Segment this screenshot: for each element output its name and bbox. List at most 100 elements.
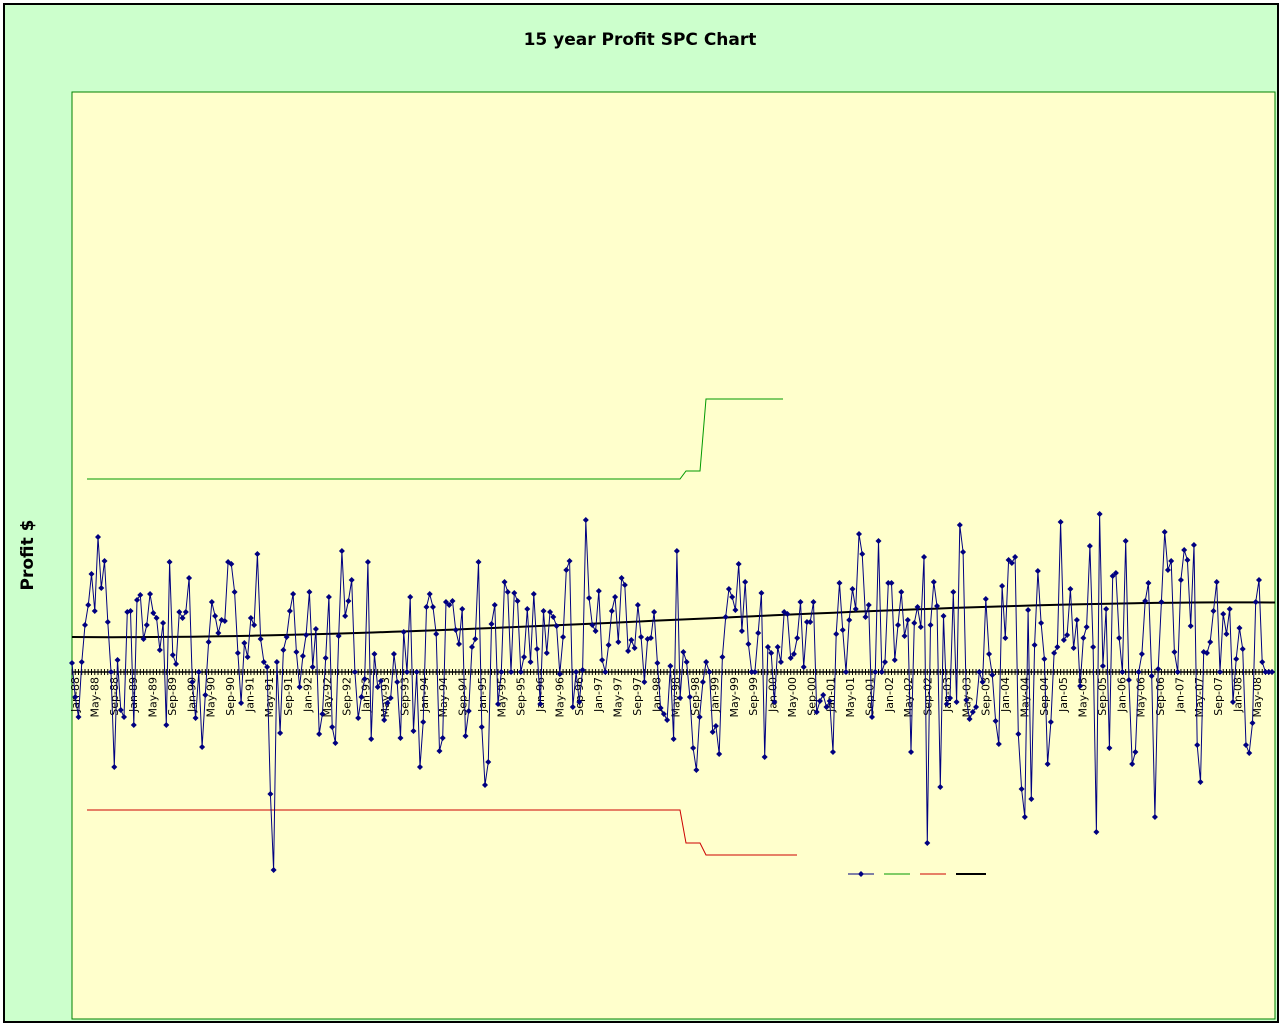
data-point bbox=[810, 599, 817, 605]
data-point bbox=[485, 759, 492, 765]
data-point bbox=[111, 764, 118, 770]
x-tick-label: Sep-92 bbox=[340, 677, 353, 716]
data-point bbox=[488, 621, 495, 627]
data-point bbox=[963, 697, 970, 703]
data-point bbox=[69, 660, 75, 666]
data-point bbox=[1090, 644, 1097, 650]
data-point bbox=[986, 651, 993, 657]
data-point bbox=[192, 715, 199, 721]
data-point bbox=[634, 602, 641, 608]
data-point bbox=[436, 748, 443, 754]
data-point bbox=[511, 590, 518, 596]
x-tick-label: May-91 bbox=[263, 677, 276, 718]
data-point bbox=[891, 657, 898, 663]
data-point bbox=[1255, 577, 1262, 583]
data-point bbox=[826, 698, 833, 704]
upper-control-limit bbox=[87, 398, 783, 480]
data-point bbox=[1080, 635, 1087, 641]
data-point bbox=[208, 599, 215, 605]
data-point bbox=[807, 619, 814, 625]
profit-series bbox=[69, 511, 1275, 873]
data-point bbox=[319, 711, 326, 717]
data-point bbox=[309, 664, 316, 670]
data-point bbox=[800, 664, 807, 670]
data-point bbox=[553, 623, 560, 629]
data-point bbox=[667, 663, 674, 669]
data-point bbox=[602, 669, 609, 675]
data-point bbox=[348, 577, 355, 583]
data-point bbox=[439, 735, 446, 741]
data-point bbox=[556, 671, 563, 677]
data-point bbox=[1262, 669, 1269, 675]
data-point bbox=[1112, 570, 1119, 576]
x-tick-label: Jan-92 bbox=[302, 677, 315, 713]
data-point bbox=[1057, 519, 1064, 525]
data-point bbox=[72, 694, 79, 700]
data-point bbox=[677, 695, 684, 701]
data-point bbox=[751, 669, 758, 675]
data-point bbox=[836, 580, 843, 586]
data-point bbox=[898, 589, 905, 595]
data-point bbox=[673, 548, 680, 554]
data-point bbox=[855, 531, 862, 537]
data-point bbox=[647, 635, 654, 641]
data-point bbox=[829, 749, 836, 755]
data-point bbox=[238, 700, 245, 706]
data-point bbox=[1249, 720, 1256, 726]
data-point bbox=[937, 784, 944, 790]
data-point bbox=[592, 628, 599, 634]
data-point bbox=[400, 629, 407, 635]
data-point bbox=[1086, 543, 1093, 549]
data-point bbox=[1148, 673, 1155, 679]
data-point bbox=[973, 704, 980, 710]
data-point bbox=[98, 585, 105, 591]
data-point bbox=[452, 627, 459, 633]
data-point bbox=[199, 744, 206, 750]
data-point bbox=[478, 724, 485, 730]
x-tick-label: May-07 bbox=[1193, 677, 1206, 718]
data-point bbox=[1034, 568, 1041, 574]
data-point bbox=[745, 641, 752, 647]
x-tick-label: Jan-04 bbox=[999, 677, 1012, 713]
data-point bbox=[1038, 620, 1045, 626]
data-point bbox=[660, 711, 667, 717]
data-point bbox=[1138, 651, 1145, 657]
data-point bbox=[1064, 632, 1071, 638]
control-limits bbox=[87, 398, 797, 856]
data-point bbox=[1005, 557, 1012, 563]
data-point bbox=[1242, 742, 1249, 748]
data-point bbox=[1077, 683, 1084, 689]
data-point bbox=[371, 651, 378, 657]
x-tick-label: Sep-97 bbox=[631, 677, 644, 716]
data-point bbox=[725, 586, 732, 592]
data-point bbox=[1122, 538, 1129, 544]
data-point bbox=[1155, 666, 1162, 672]
data-point bbox=[625, 648, 632, 654]
data-point bbox=[361, 676, 368, 682]
data-point bbox=[156, 647, 163, 653]
x-tick-label: Sep-07 bbox=[1212, 677, 1225, 716]
data-point bbox=[839, 627, 846, 633]
data-point bbox=[267, 791, 274, 797]
x-tick-label: May-96 bbox=[553, 677, 566, 718]
data-point bbox=[534, 646, 541, 652]
x-tick-label: May-93 bbox=[379, 677, 392, 718]
x-tick-label: Sep-89 bbox=[166, 677, 179, 716]
data-point bbox=[88, 571, 95, 577]
data-point bbox=[566, 558, 573, 564]
data-point bbox=[498, 669, 505, 675]
data-point bbox=[1164, 567, 1171, 573]
data-point bbox=[316, 731, 323, 737]
data-point bbox=[1096, 511, 1103, 517]
data-point bbox=[1129, 761, 1136, 767]
data-point bbox=[628, 637, 635, 643]
data-point bbox=[1187, 623, 1194, 629]
data-point bbox=[108, 669, 115, 675]
data-point bbox=[182, 609, 189, 615]
data-point bbox=[540, 608, 547, 614]
data-point bbox=[823, 704, 830, 710]
data-point bbox=[803, 619, 810, 625]
data-point bbox=[384, 700, 391, 706]
data-point bbox=[930, 579, 937, 585]
data-point bbox=[521, 654, 528, 660]
